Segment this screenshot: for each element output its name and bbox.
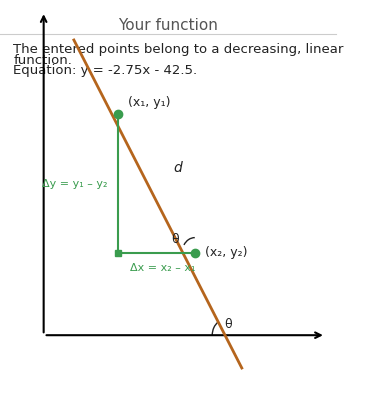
Text: d: d [173, 161, 182, 175]
Text: θ: θ [225, 317, 232, 330]
Text: Δy = y₁ – y₂: Δy = y₁ – y₂ [42, 179, 107, 189]
Text: Equation: y = -2.75x - 42.5.: Equation: y = -2.75x - 42.5. [13, 64, 197, 77]
Text: (x₁, y₁): (x₁, y₁) [128, 95, 170, 108]
Text: The entered points belong to a decreasing, linear: The entered points belong to a decreasin… [13, 43, 344, 56]
Text: Your function: Your function [118, 18, 218, 34]
Text: function.: function. [13, 54, 72, 67]
Text: θ: θ [171, 233, 178, 246]
Text: (x₂, y₂): (x₂, y₂) [205, 245, 248, 258]
Text: Δx = x₂ – x₁: Δx = x₂ – x₁ [130, 263, 196, 272]
